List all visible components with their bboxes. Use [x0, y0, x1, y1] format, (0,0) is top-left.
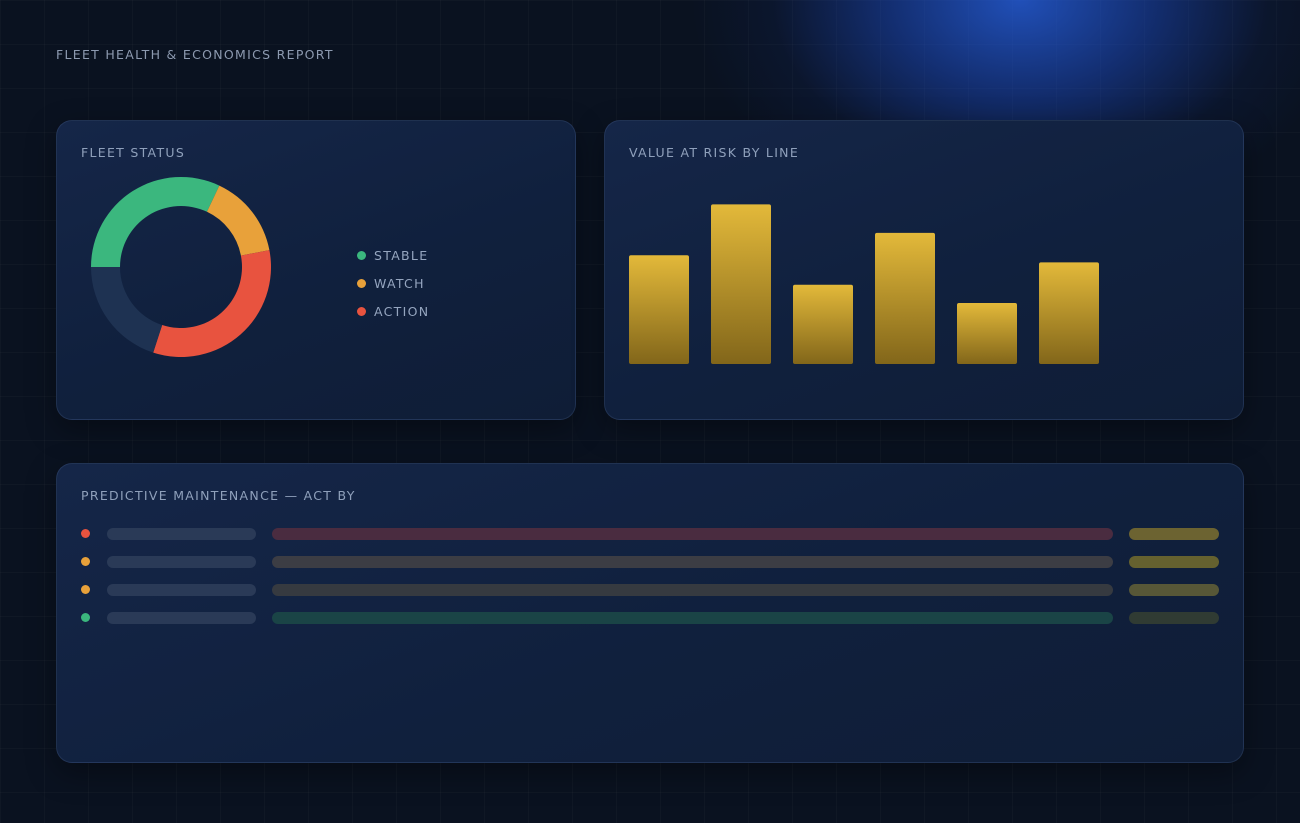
- report-title: FLEET HEALTH & ECONOMICS REPORT: [56, 47, 334, 62]
- act-by-date-placeholder: [1129, 612, 1219, 624]
- legend-item-action: ACTION: [357, 297, 429, 325]
- status-dot: [81, 613, 90, 622]
- value-at-risk-title: VALUE AT RISK BY LINE: [629, 145, 800, 160]
- bar-6: [1039, 262, 1099, 364]
- legend-dot-watch: [357, 278, 366, 288]
- predictive-maintenance-title: PREDICTIVE MAINTENANCE — ACT BY: [81, 488, 356, 503]
- value-at-risk-bar-chart: [629, 204, 1099, 364]
- bar-2: [711, 204, 771, 364]
- asset-name-placeholder: [107, 584, 256, 596]
- bar-1: [629, 255, 689, 364]
- donut-slice-stable: [91, 177, 220, 267]
- asset-name-placeholder: [107, 528, 256, 540]
- asset-name-placeholder: [107, 612, 256, 624]
- maintenance-row[interactable]: [81, 520, 1221, 548]
- status-dot: [81, 557, 90, 566]
- legend-item-watch: WATCH: [357, 269, 429, 297]
- act-by-date-placeholder: [1129, 584, 1219, 596]
- predictive-maintenance-card: PREDICTIVE MAINTENANCE — ACT BY: [56, 463, 1244, 763]
- maintenance-row[interactable]: [81, 576, 1221, 604]
- act-by-date-placeholder: [1129, 528, 1219, 540]
- bar-4: [875, 232, 935, 364]
- donut-slice-remainder: [91, 267, 163, 353]
- bar-5: [957, 303, 1017, 364]
- fleet-status-title: FLEET STATUS: [81, 145, 186, 160]
- act-by-track: [272, 584, 1113, 596]
- act-by-track: [272, 528, 1113, 540]
- maintenance-row[interactable]: [81, 548, 1221, 576]
- act-by-date-placeholder: [1129, 556, 1219, 568]
- legend-item-stable: STABLE: [357, 241, 429, 269]
- asset-name-placeholder: [107, 556, 256, 568]
- maintenance-row[interactable]: [81, 604, 1221, 632]
- donut-slice-watch: [206, 185, 270, 256]
- value-at-risk-card: VALUE AT RISK BY LINE: [604, 120, 1244, 420]
- maintenance-list: [81, 520, 1221, 632]
- fleet-status-donut-chart: [91, 177, 271, 357]
- legend-dot-action: [357, 306, 366, 316]
- legend-label-action: ACTION: [374, 303, 430, 319]
- fleet-status-legend: STABLE WATCH ACTION: [357, 241, 429, 325]
- legend-dot-stable: [357, 250, 366, 260]
- legend-label-stable: STABLE: [374, 247, 429, 263]
- act-by-track: [272, 612, 1113, 624]
- status-dot: [81, 529, 90, 538]
- donut-slice-action: [153, 250, 271, 357]
- bar-3: [793, 284, 853, 364]
- fleet-status-card: FLEET STATUS STABLE WATCH ACTION: [56, 120, 576, 420]
- status-dot: [81, 585, 90, 594]
- act-by-track: [272, 556, 1113, 568]
- legend-label-watch: WATCH: [374, 275, 425, 291]
